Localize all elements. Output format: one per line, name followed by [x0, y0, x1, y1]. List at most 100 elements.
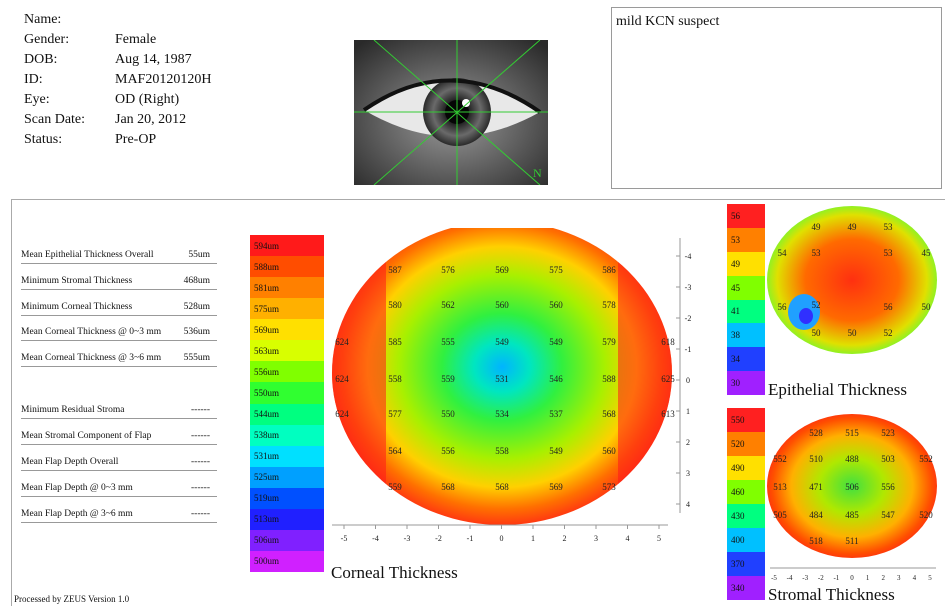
scale-label: 550 — [727, 408, 765, 432]
notes-text: mild KCN suspect — [616, 14, 720, 29]
map-value: 0 — [500, 534, 504, 543]
map-value: 50 — [812, 328, 822, 338]
scale-label: 556um — [250, 361, 324, 383]
epithelial-thickness-map[interactable]: 49 49 53 54 53 53 45 56 52 56 50 50 50 52 — [766, 200, 944, 380]
map-value: 50 — [922, 302, 932, 312]
scale-label: 56 — [727, 204, 765, 228]
map-value: 56 — [778, 302, 788, 312]
map-value: 559 — [441, 374, 455, 384]
map-value: 513 — [773, 482, 787, 492]
metric-row: Mean Flap Depth Overall ------ — [21, 457, 217, 471]
map-value: 515 — [845, 428, 859, 438]
metric-value: 536um — [183, 327, 210, 337]
corneal-map-title: Corneal Thickness — [331, 563, 458, 582]
map-value: -3 — [404, 534, 411, 543]
scale-label: 513um — [250, 508, 324, 530]
map-value: 586 — [602, 265, 616, 275]
metric-label: Mean Epithelial Thickness Overall — [21, 250, 154, 260]
metric-row: Minimum Residual Stroma ------ — [21, 405, 217, 419]
epithelial-map-title: Epithelial Thickness — [768, 380, 907, 399]
patient-label: Name: — [24, 12, 62, 27]
map-value: 54 — [778, 248, 788, 258]
map-value: 624 — [335, 409, 349, 419]
scale-label: 430 — [727, 504, 765, 528]
metric-row: Mean Corneal Thickness @ 3~6 mm 555um — [21, 353, 217, 367]
map-value: -1 — [833, 574, 839, 582]
scale-label: 38 — [727, 323, 765, 348]
scale-label: 370 — [727, 552, 765, 576]
map-value: 485 — [845, 510, 859, 520]
map-value: -5 — [341, 534, 348, 543]
stromal-color-scale: 550 520 490 460 430 400 370 340 — [727, 408, 765, 600]
map-value: 585 — [388, 337, 402, 347]
metric-row: Mean Flap Depth @ 0~3 mm ------ — [21, 483, 217, 497]
patient-value: Aug 14, 1987 — [115, 52, 192, 67]
map-value: 549 — [549, 337, 563, 347]
map-value: 550 — [441, 409, 455, 419]
notes-box[interactable]: mild KCN suspect — [611, 7, 942, 189]
scale-label: 550um — [250, 382, 324, 404]
map-value: 518 — [809, 536, 823, 546]
map-value: 3 — [686, 469, 690, 478]
map-value: 506 — [845, 482, 859, 492]
map-value: 49 — [848, 222, 858, 232]
patient-value: MAF20120120H — [115, 72, 212, 87]
map-value: 552 — [773, 454, 787, 464]
map-value: 4 — [626, 534, 630, 543]
scale-label: 575um — [250, 298, 324, 320]
metric-value: 555um — [183, 353, 210, 363]
scale-label: 34 — [727, 347, 765, 372]
map-value: 564 — [388, 446, 402, 456]
stromal-thickness-map[interactable]: -5 -4 -3 -2 -1 0 1 2 3 4 5 528 515 523 552 510 488 503 55… — [766, 408, 944, 588]
scale-label: 538um — [250, 424, 324, 446]
map-value: 549 — [549, 446, 563, 456]
metric-value: 528um — [183, 302, 210, 312]
metric-row: Mean Stromal Component of Flap ------ — [21, 431, 217, 445]
map-value: 505 — [773, 510, 787, 520]
map-value: 588 — [602, 374, 616, 384]
metric-row: Minimum Corneal Thickness 528um — [21, 302, 217, 316]
map-value: 624 — [335, 374, 349, 384]
map-value: -2 — [435, 534, 442, 543]
map-value: -2 — [685, 314, 692, 323]
map-value: 503 — [881, 454, 895, 464]
scale-label: 490 — [727, 456, 765, 480]
metric-value: ------ — [191, 405, 210, 415]
results-panel — [11, 199, 945, 606]
corneal-thickness-map[interactable]: -5 -4 -3 -2 -1 0 1 2 3 4 5 -4 -3 -2 -1 0 1 2 3 4 587 576 569… — [326, 228, 696, 558]
map-value: 49 — [812, 222, 822, 232]
map-value: 618 — [661, 337, 675, 347]
map-value: 2 — [686, 438, 690, 447]
scale-label: 531um — [250, 445, 324, 467]
map-value: 56 — [884, 302, 894, 312]
scale-label: 53 — [727, 227, 765, 252]
map-value: -3 — [685, 283, 692, 292]
map-value: 0 — [850, 574, 854, 582]
map-value: 577 — [388, 409, 402, 419]
metric-row: Mean Epithelial Thickness Overall 55um — [21, 250, 217, 264]
metric-label: Mean Stromal Component of Flap — [21, 431, 152, 441]
patient-value: OD (Right) — [115, 92, 180, 107]
map-value: 560 — [549, 300, 563, 310]
patient-label: Eye: — [24, 92, 50, 107]
nasal-marker: N — [533, 166, 542, 180]
patient-label: Gender: — [24, 32, 70, 47]
metric-row: Mean Corneal Thickness @ 0~3 mm 536um — [21, 327, 217, 341]
map-value: 560 — [602, 446, 616, 456]
map-value: 1 — [686, 407, 690, 416]
map-value: 613 — [661, 409, 675, 419]
patient-value: Pre-OP — [115, 132, 157, 147]
map-value: 559 — [388, 482, 402, 492]
eye-photo[interactable]: N — [354, 40, 548, 185]
map-value: 552 — [919, 454, 933, 464]
patient-label: Scan Date: — [24, 112, 86, 127]
version-footer: Processed by ZEUS Version 1.0 — [14, 594, 130, 604]
metric-value: ------ — [191, 509, 210, 519]
scale-label: 30 — [727, 371, 765, 395]
metric-label: Mean Flap Depth Overall — [21, 457, 119, 467]
map-value: 510 — [809, 454, 823, 464]
map-value: 520 — [919, 510, 933, 520]
scale-label: 506um — [250, 529, 324, 551]
map-value: 523 — [881, 428, 895, 438]
map-value: 5 — [928, 574, 932, 582]
